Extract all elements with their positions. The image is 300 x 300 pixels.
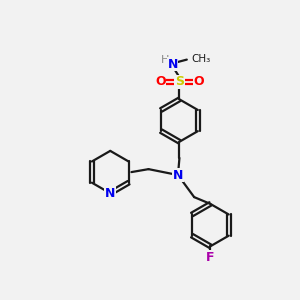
- Text: F: F: [206, 251, 214, 264]
- Text: O: O: [193, 75, 204, 88]
- Text: O: O: [155, 75, 166, 88]
- Text: S: S: [175, 75, 184, 88]
- Text: CH₃: CH₃: [192, 54, 211, 64]
- Text: N: N: [167, 58, 178, 70]
- Text: N: N: [173, 169, 183, 182]
- Text: H: H: [160, 56, 169, 65]
- Text: N: N: [105, 187, 116, 200]
